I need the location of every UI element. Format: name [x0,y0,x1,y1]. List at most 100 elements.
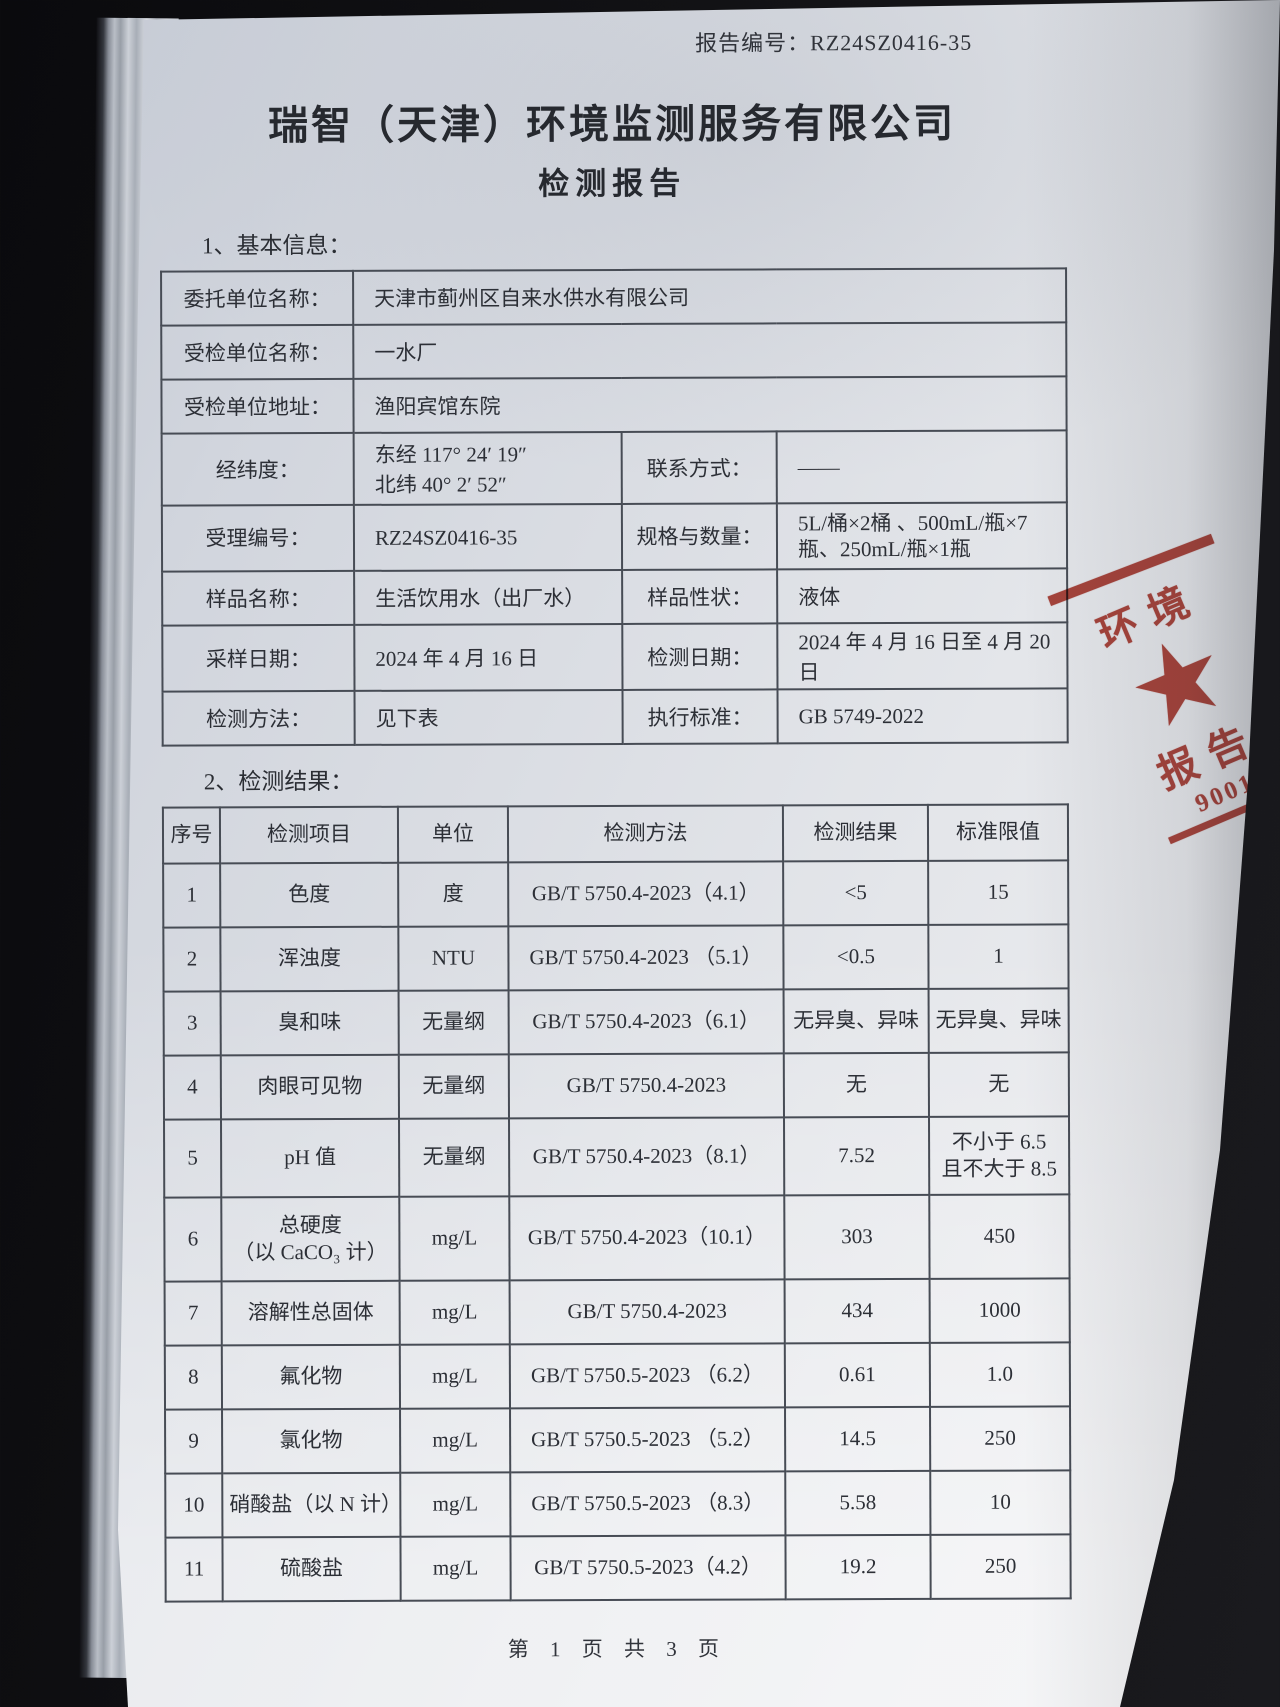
column-header: 检测项目 [219,806,399,864]
result-unit: 度 [398,862,509,927]
table-row: 7 溶解性总固体 mg/L GB/T 5750.4-2023 434 1000 [164,1278,1070,1346]
result-unit: mg/L [399,1280,510,1345]
result-item: pH 值 [221,1118,400,1198]
basic-info-label: 样品名称： [162,570,355,626]
result-method: GB/T 5750.4-2023 （5.1） [508,925,784,991]
basic-info-label: 样品性状： [622,569,778,624]
result-item: 硫酸盐 [222,1536,401,1602]
result-limit: 250 [930,1534,1071,1599]
result-value: 无异臭、异味 [783,988,929,1054]
basic-info-label: 委托单位名称： [161,270,354,326]
result-no: 2 [163,927,221,992]
basic-info-value: 见下表 [354,689,623,745]
basic-info-label: 检测方法： [162,690,355,746]
report-number: 报告编号：RZ24SZ0416-35 [695,29,973,56]
official-red-stamp: 环境 ★ 报告 9001 [1032,524,1280,919]
result-method: GB/T 5750.4-2023（4.1） [508,861,784,927]
result-value: 19.2 [785,1534,931,1600]
result-method: GB/T 5750.4-2023 [508,1053,784,1119]
table-row: 5 pH 值 无量纲 GB/T 5750.4-2023（8.1） 7.52 不小… [164,1116,1070,1198]
table-row: 2 浑浊度 NTU GB/T 5750.4-2023 （5.1） <0.5 1 [163,924,1069,992]
result-no: 8 [164,1345,223,1410]
basic-info-label: 采样日期： [162,624,355,692]
result-no: 9 [165,1409,223,1474]
table-row: 10 硝酸盐（以 N 计） mg/L GB/T 5750.5-2023 （8.3… [165,1470,1071,1538]
basic-info-label: 受检单位名称： [161,324,354,380]
result-limit: 无 [928,1052,1069,1117]
result-value: 434 [784,1278,930,1344]
result-item: 氟化物 [221,1344,401,1410]
basic-info-value: 渔阳宾馆东院 [353,376,1067,433]
result-item: 肉眼可见物 [220,1054,400,1120]
result-value: 303 [784,1194,930,1280]
table-row: 6 总硬度 （以 CaCO₃ 计） mg/L GB/T 5750.4-2023（… [164,1194,1070,1282]
result-unit: mg/L [400,1536,511,1601]
table-row: 检测方法： 见下表 执行标准： GB 5749-2022 [162,688,1068,746]
result-method: GB/T 5750.4-2023（6.1） [508,989,784,1055]
column-header: 检测方法 [507,805,784,863]
report-paper-page: 报告编号：RZ24SZ0416-35 瑞智（天津）环境监测服务有限公司 检测报告… [118,0,1280,1707]
result-limit: 1.0 [929,1342,1071,1407]
column-header: 序号 [162,807,221,864]
result-method: GB/T 5750.4-2023 [509,1279,785,1345]
result-limit: 不小于 6.5 且不大于 8.5 [928,1116,1070,1195]
result-unit: 无量纲 [399,1118,510,1197]
company-title: 瑞智（天津）环境监测服务有限公司 [267,100,957,149]
basic-info-table: 委托单位名称： 天津市蓟州区自来水供水有限公司 受检单位名称： 一水厂 受检单位… [160,267,1069,746]
basic-info-label: 受理编号： [161,504,355,572]
result-item: 臭和味 [220,990,399,1056]
result-no: 5 [164,1119,222,1198]
basic-info-label: 经纬度： [161,432,354,506]
section-results-title: 2、检测结果： [203,768,354,795]
table-row: 受检单位地址： 渔阳宾馆东院 [161,376,1067,434]
document-title: 检测报告 [538,165,687,202]
result-item: 溶解性总固体 [221,1280,400,1346]
basic-info-value: 一水厂 [353,322,1067,379]
result-item: 色度 [220,862,399,928]
result-limit: 250 [930,1406,1071,1471]
result-item: 硝酸盐（以 N 计） [222,1472,402,1538]
result-unit: NTU [398,926,509,991]
basic-info-value: 2024 年 4 月 16 日至 4 月 20 日 [777,622,1068,690]
basic-info-value: 东经 117° 24′ 19″ 北纬 40° 2′ 52″ [353,431,622,505]
result-limit: 1000 [929,1278,1070,1343]
result-no: 4 [163,1055,222,1120]
result-limit: 10 [930,1470,1071,1535]
result-unit: mg/L [400,1408,511,1473]
basic-info-value: RZ24SZ0416-35 [353,503,623,571]
result-item: 总硬度 （以 CaCO₃ 计） [221,1196,400,1282]
result-no: 1 [163,863,221,928]
results-header-row: 序号 检测项目 单位 检测方法 检测结果 标准限值 [162,804,1069,864]
table-row: 11 硫酸盐 mg/L GB/T 5750.5-2023（4.2） 19.2 2… [165,1534,1071,1602]
result-limit: 450 [929,1194,1070,1279]
table-row: 4 肉眼可见物 无量纲 GB/T 5750.4-2023 无 无 [163,1052,1069,1120]
result-no: 3 [163,991,221,1056]
basic-info-value: 生活饮用水（出厂水） [354,569,623,625]
result-limit: 15 [928,860,1069,925]
result-method: GB/T 5750.4-2023（8.1） [509,1117,785,1197]
basic-info-value: 2024 年 4 月 16 日 [354,623,623,691]
result-unit: mg/L [399,1344,511,1409]
report-content: 报告编号：RZ24SZ0416-35 瑞智（天津）环境监测服务有限公司 检测报告… [159,0,1072,1665]
table-row: 3 臭和味 无量纲 GB/T 5750.4-2023（6.1） 无异臭、异味 无… [163,988,1069,1056]
results-table: 序号 检测项目 单位 检测方法 检测结果 标准限值 1 色度 度 GB/T 57… [162,803,1072,1602]
result-method: GB/T 5750.5-2023（4.2） [510,1535,786,1601]
basic-info-value: GB 5749-2022 [777,688,1068,744]
table-row: 受检单位名称： 一水厂 [161,322,1067,380]
result-method: GB/T 5750.5-2023 （6.2） [509,1343,786,1409]
table-row: 受理编号： RZ24SZ0416-35 规格与数量： 5L/桶×2桶 、500m… [161,502,1068,572]
result-no: 7 [164,1281,222,1346]
table-row: 经纬度： 东经 117° 24′ 19″ 北纬 40° 2′ 52″ 联系方式：… [161,430,1067,506]
column-header: 检测结果 [782,804,929,862]
table-row: 采样日期： 2024 年 4 月 16 日 检测日期： 2024 年 4 月 1… [162,622,1068,692]
result-no: 11 [165,1537,223,1602]
section-basic-info-title: 1、基本信息： [201,232,352,259]
result-item: 浑浊度 [220,926,399,992]
result-method: GB/T 5750.5-2023 （5.2） [510,1407,786,1473]
result-value: <0.5 [783,924,929,990]
basic-info-value: —— [776,430,1067,504]
result-value: 5.58 [785,1470,931,1536]
basic-info-value: 液体 [777,568,1068,624]
result-unit: mg/L [400,1472,511,1537]
